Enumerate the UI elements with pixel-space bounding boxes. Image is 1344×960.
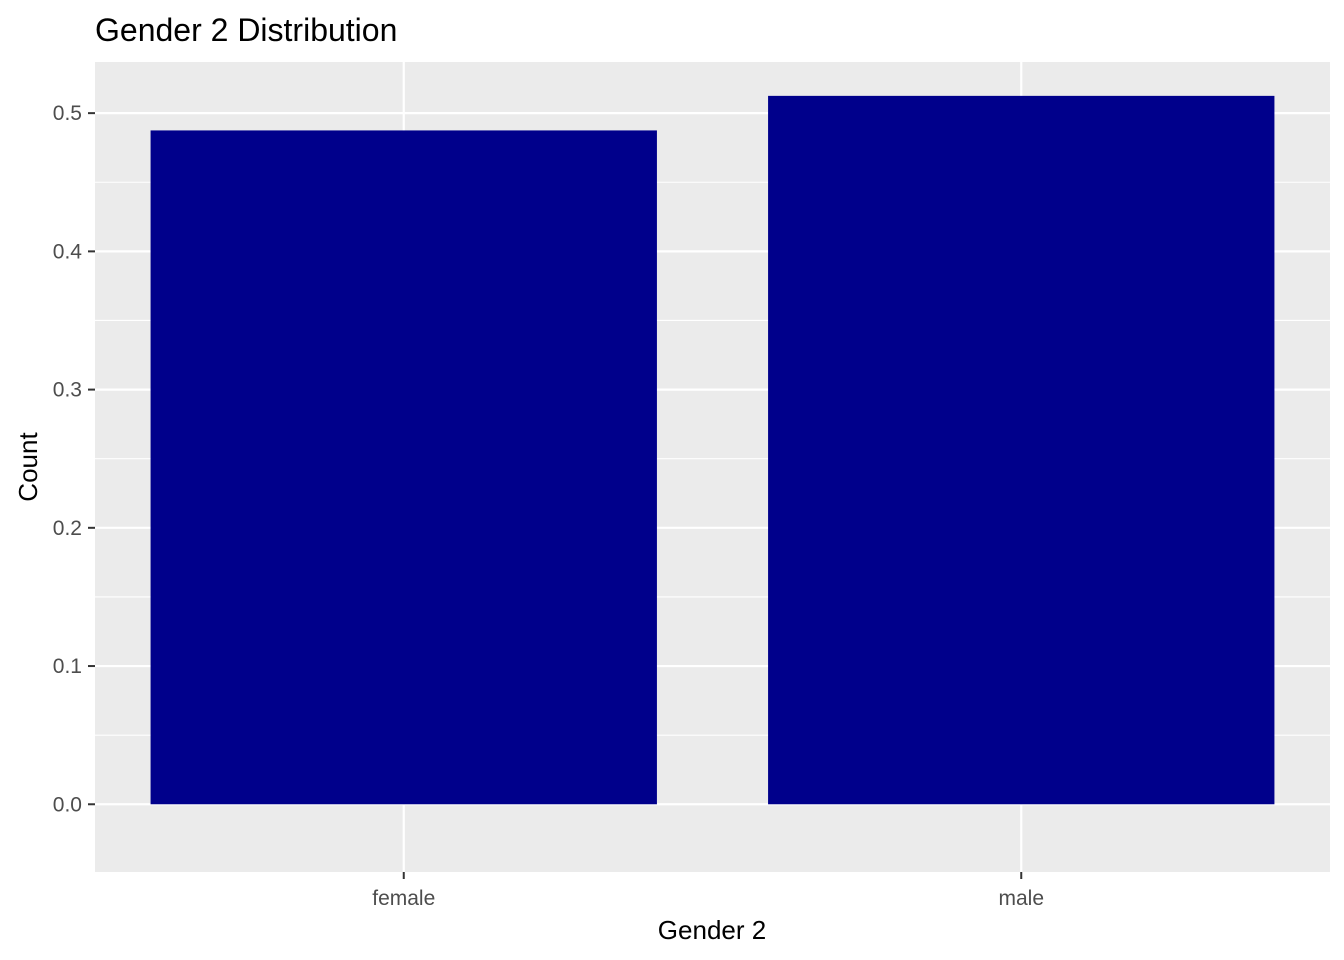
y-tick-label: 0.3 — [53, 379, 82, 402]
chart-title: Gender 2 Distribution — [95, 12, 397, 48]
y-tick-label: 0.5 — [53, 102, 82, 125]
x-axis: female male — [372, 872, 1044, 910]
y-tick-label: 0.0 — [53, 793, 82, 816]
bars — [150, 95, 1275, 805]
bar-male — [768, 95, 1275, 805]
x-tick-label-male: male — [998, 887, 1044, 910]
y-tick-label: 0.1 — [53, 655, 82, 678]
bar-female — [150, 130, 657, 805]
y-tick-label: 0.2 — [53, 517, 82, 540]
y-axis-title: Count — [13, 432, 43, 502]
x-tick-label-female: female — [372, 887, 435, 910]
y-axis: 0.0 0.1 0.2 0.3 0.4 0.5 — [53, 102, 95, 816]
y-tick-label: 0.4 — [53, 240, 83, 263]
x-axis-title: Gender 2 — [658, 915, 766, 945]
